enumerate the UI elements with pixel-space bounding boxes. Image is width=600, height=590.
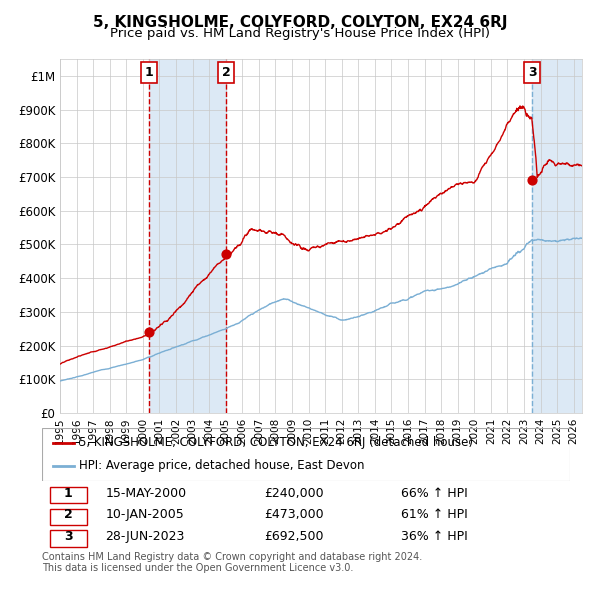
Text: £473,000: £473,000: [264, 508, 323, 522]
Point: [527, 175, 537, 184]
Text: 61% ↑ HPI: 61% ↑ HPI: [401, 508, 468, 522]
Text: 1: 1: [64, 487, 73, 500]
FancyBboxPatch shape: [50, 487, 87, 503]
Text: 2: 2: [64, 508, 73, 522]
Text: 5, KINGSHOLME, COLYFORD, COLYTON, EX24 6RJ: 5, KINGSHOLME, COLYFORD, COLYTON, EX24 6…: [93, 15, 507, 30]
Text: HPI: Average price, detached house, East Devon: HPI: Average price, detached house, East…: [79, 460, 364, 473]
Text: 66% ↑ HPI: 66% ↑ HPI: [401, 487, 468, 500]
Text: Price paid vs. HM Land Registry's House Price Index (HPI): Price paid vs. HM Land Registry's House …: [110, 27, 490, 40]
Text: £240,000: £240,000: [264, 487, 323, 500]
Point: [144, 327, 154, 337]
Text: Contains HM Land Registry data © Crown copyright and database right 2024.
This d: Contains HM Land Registry data © Crown c…: [42, 552, 422, 573]
Text: 28-JUN-2023: 28-JUN-2023: [106, 530, 185, 543]
Bar: [532, 59, 582, 413]
Text: 3: 3: [528, 66, 536, 79]
Text: 2: 2: [222, 66, 230, 79]
FancyBboxPatch shape: [50, 530, 87, 547]
Text: 36% ↑ HPI: 36% ↑ HPI: [401, 530, 468, 543]
Text: 3: 3: [64, 530, 73, 543]
Bar: [149, 59, 226, 413]
Point: [221, 249, 231, 258]
Text: 10-JAN-2005: 10-JAN-2005: [106, 508, 184, 522]
Text: 15-MAY-2000: 15-MAY-2000: [106, 487, 187, 500]
FancyBboxPatch shape: [50, 509, 87, 525]
Text: 5, KINGSHOLME, COLYFORD, COLYTON, EX24 6RJ (detached house): 5, KINGSHOLME, COLYFORD, COLYTON, EX24 6…: [79, 436, 473, 449]
Text: £692,500: £692,500: [264, 530, 323, 543]
Text: 1: 1: [145, 66, 154, 79]
